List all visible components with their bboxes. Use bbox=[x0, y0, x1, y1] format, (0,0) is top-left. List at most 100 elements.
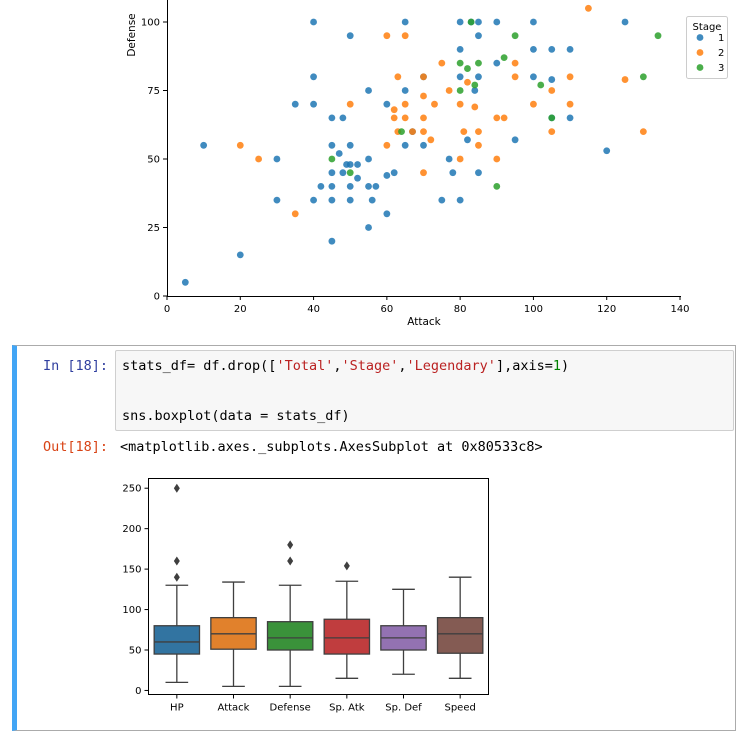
scatter-point bbox=[390, 169, 398, 177]
scatter-point bbox=[548, 76, 556, 83]
x-tick-label: 40 bbox=[307, 304, 320, 315]
scatter-point bbox=[456, 155, 464, 163]
scatter-point bbox=[456, 59, 464, 67]
scatter-point bbox=[654, 32, 662, 40]
box-y-tick-label: 250 bbox=[122, 484, 141, 495]
box-sp-atk bbox=[323, 618, 371, 655]
scatter-point bbox=[346, 183, 354, 190]
x-tick-label: 100 bbox=[524, 304, 543, 315]
box-plot: 0 50 100 150 200 250 HP Attack Defense Sp. Atk Sp… bbox=[122, 478, 489, 714]
legend-label: 3 bbox=[718, 63, 724, 74]
scatter-x-label: Attack bbox=[407, 316, 441, 328]
scatter-point bbox=[346, 196, 354, 204]
scatter-point bbox=[383, 141, 391, 149]
scatter-point bbox=[365, 87, 372, 94]
scatter-point bbox=[372, 183, 380, 190]
scatter-legend: Stage 1 2 3 bbox=[686, 16, 728, 79]
scatter-point bbox=[328, 155, 336, 163]
boxplot-y-ticks: 0 50 100 150 200 250 bbox=[122, 484, 149, 697]
x-tick-label: 80 bbox=[454, 304, 467, 315]
scatter-point bbox=[464, 78, 471, 86]
scatter-y-label: Defense bbox=[126, 13, 138, 56]
box-y-tick-label: 50 bbox=[129, 646, 142, 657]
legend-marker bbox=[696, 49, 704, 56]
scatter-point bbox=[471, 81, 479, 89]
scatter-point bbox=[317, 183, 325, 190]
scatter-point bbox=[467, 18, 475, 26]
code-input-area[interactable]: stats_df= df.drop(['Total','Stage','Lege… bbox=[115, 350, 734, 431]
scatter-point bbox=[493, 59, 501, 67]
scatter-point bbox=[420, 92, 427, 100]
outlier-marker bbox=[173, 556, 180, 566]
scatter-point bbox=[339, 169, 347, 177]
scatter-y-ticks: 0 25 50 75 100 bbox=[141, 18, 167, 303]
scatter-point bbox=[500, 54, 508, 62]
scatter-point bbox=[328, 237, 336, 245]
box-y-tick-label: 100 bbox=[122, 605, 141, 616]
scatter-point bbox=[200, 141, 208, 149]
scatter-point bbox=[493, 114, 501, 122]
scatter-point bbox=[464, 65, 471, 72]
scatter-point bbox=[236, 141, 244, 149]
scatter-point bbox=[537, 81, 545, 89]
code-line: stats_df= df.drop(['Total','Stage','Lege… bbox=[122, 358, 570, 374]
box-y-tick-label: 0 bbox=[135, 686, 141, 697]
legend-marker bbox=[696, 34, 704, 41]
boxplot-boxes bbox=[153, 483, 484, 688]
scatter-point bbox=[445, 87, 453, 94]
outlier-marker bbox=[287, 540, 294, 550]
scatter-point bbox=[511, 59, 519, 67]
box-y-tick-label: 200 bbox=[122, 524, 141, 535]
scatter-point bbox=[420, 128, 427, 136]
legend-label: 1 bbox=[718, 33, 724, 44]
scatter-point bbox=[566, 46, 574, 53]
scatter-point bbox=[456, 87, 464, 94]
scatter-plot: 0 20 40 60 80 100 120 140 0 25 50 75 100 Attack Def… bbox=[126, 0, 728, 328]
box-hp bbox=[153, 625, 201, 655]
scatter-point bbox=[639, 128, 647, 136]
scatter-point bbox=[548, 128, 556, 136]
scatter-point bbox=[394, 73, 402, 81]
scatter-point bbox=[445, 155, 453, 163]
box-defense bbox=[266, 621, 314, 651]
scatter-point bbox=[471, 87, 479, 94]
scatter-point bbox=[401, 18, 409, 26]
scatter-point bbox=[475, 59, 482, 67]
scatter-point bbox=[438, 196, 446, 204]
scatter-point bbox=[475, 73, 482, 81]
scatter-point bbox=[530, 100, 537, 108]
scatter-point bbox=[603, 147, 611, 155]
scatter-point bbox=[471, 103, 479, 111]
scatter-point bbox=[310, 73, 317, 81]
outlier-marker bbox=[287, 556, 294, 566]
scatter-point bbox=[181, 278, 189, 286]
box-x-tick-label: Sp. Def bbox=[385, 703, 422, 714]
input-prompt: In [18]: bbox=[42, 358, 108, 374]
scatter-point bbox=[427, 136, 435, 144]
box-x-tick-label: Speed bbox=[444, 703, 475, 714]
scatter-point bbox=[511, 136, 519, 144]
scatter-point bbox=[530, 73, 537, 81]
scatter-point bbox=[475, 128, 482, 136]
scatter-point bbox=[328, 196, 336, 204]
scatter-point bbox=[566, 100, 574, 108]
scatter-point bbox=[354, 174, 361, 182]
scatter-point bbox=[621, 18, 629, 26]
scatter-point bbox=[431, 100, 438, 108]
scatter-point bbox=[438, 59, 446, 67]
scatter-point bbox=[420, 169, 427, 177]
scatter-point bbox=[420, 114, 427, 122]
scatter-point bbox=[335, 150, 343, 157]
scatter-point bbox=[401, 100, 409, 108]
scatter-point bbox=[475, 141, 482, 149]
scatter-point bbox=[365, 183, 372, 190]
scatter-point bbox=[456, 46, 464, 53]
y-tick-label: 25 bbox=[147, 223, 160, 234]
scatter-point bbox=[475, 32, 482, 40]
scatter-point bbox=[383, 100, 391, 108]
scatter-point bbox=[236, 251, 244, 259]
scatter-point bbox=[383, 210, 391, 218]
scatter-point bbox=[310, 196, 317, 204]
y-tick-label: 50 bbox=[147, 155, 160, 166]
box-x-tick-label: Attack bbox=[218, 703, 250, 714]
